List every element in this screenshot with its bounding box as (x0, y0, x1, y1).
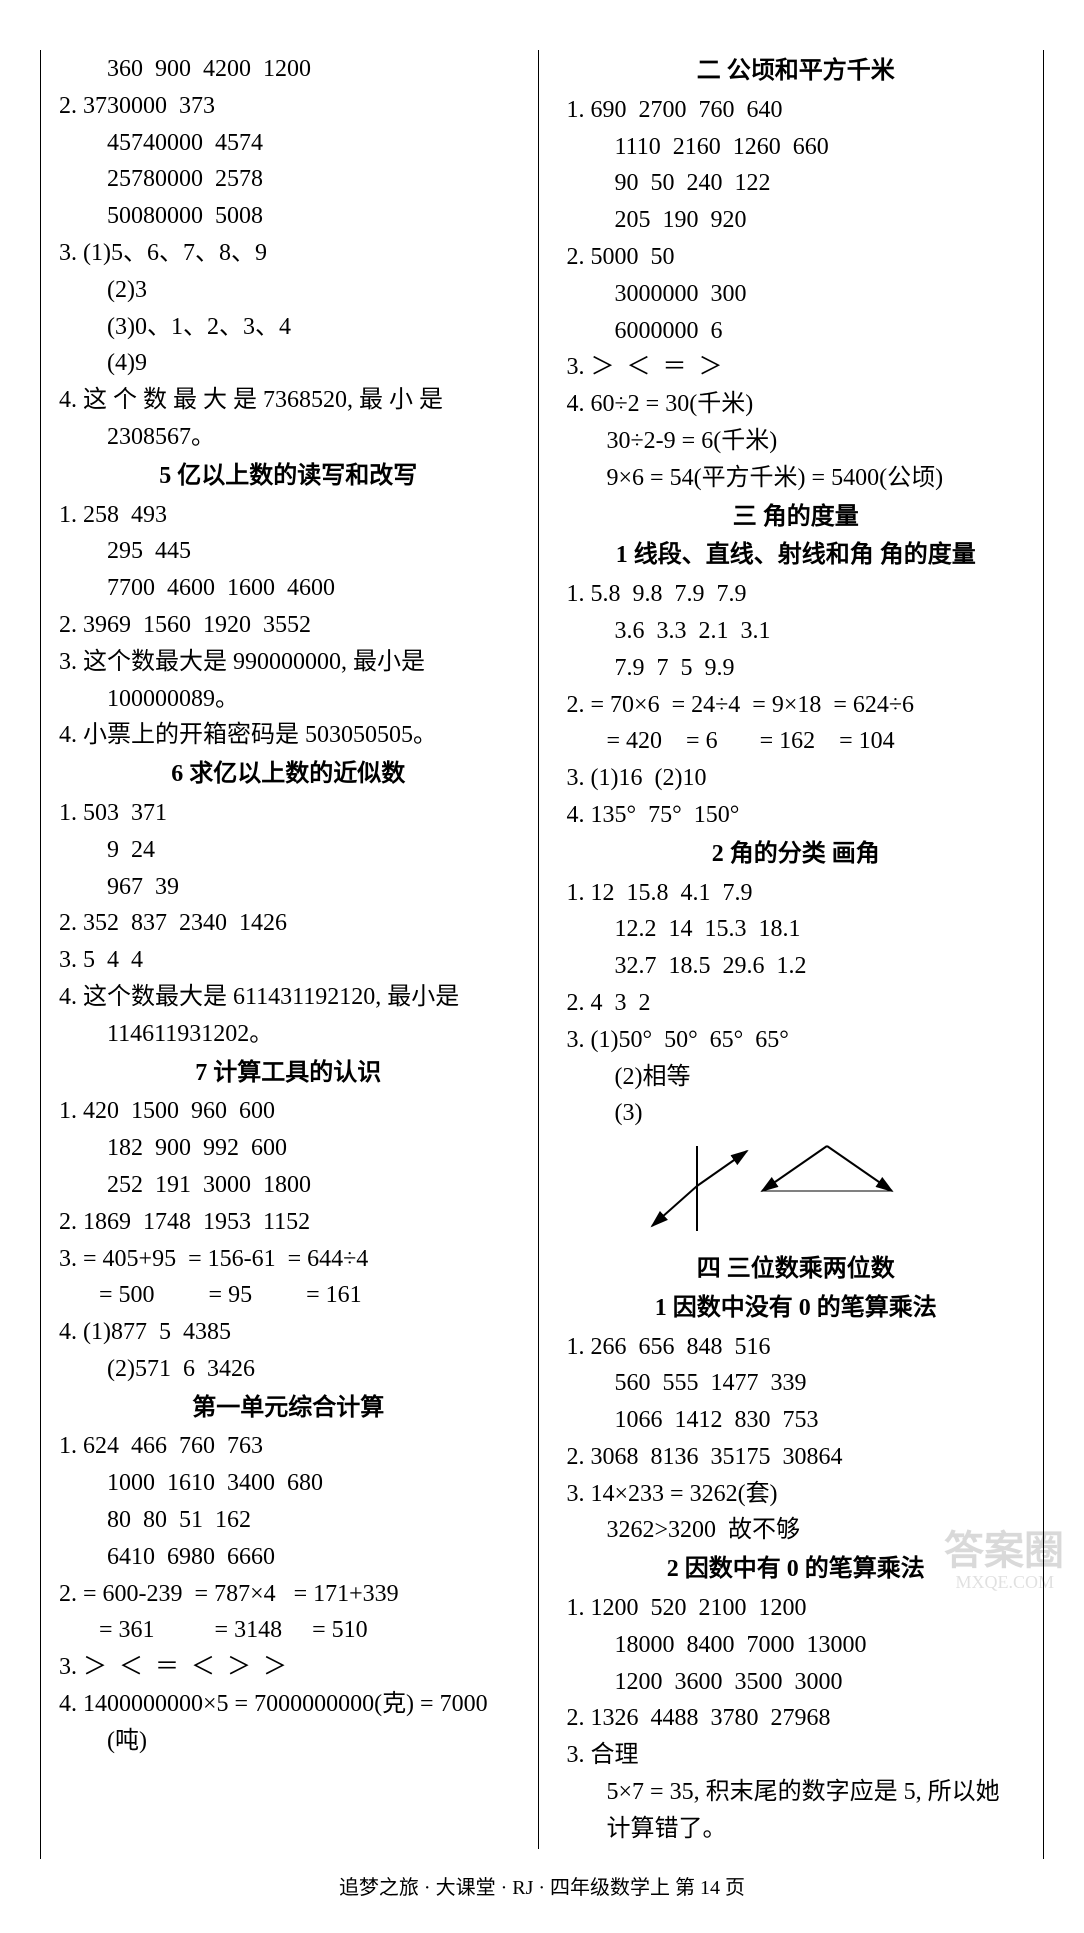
answer-line: 1000 1610 3400 680 (59, 1466, 518, 1501)
answer-line: (2)571 6 3426 (59, 1352, 518, 1387)
answer-line: 9×6 = 54(平方千米) = 5400(公顷) (567, 461, 1026, 496)
page-container: 360 900 4200 1200 2. 3730000 373 4574000… (40, 50, 1044, 1859)
answer-line: = 420 = 6 = 162 = 104 (567, 724, 1026, 759)
answer-line: 1. 420 1500 960 600 (59, 1094, 518, 1129)
section-heading-unit4-sub2: 2 因数中有 0 的笔算乘法 (567, 1552, 1026, 1587)
answer-line: 2. 352 837 2340 1426 (59, 906, 518, 941)
answer-line: 1066 1412 830 753 (567, 1403, 1026, 1438)
answer-line: 114611931202。 (59, 1017, 518, 1052)
section-heading-6: 6 求亿以上数的近似数 (59, 757, 518, 792)
answer-line: 5×7 = 35, 积末尾的数字应是 5, 所以她 (567, 1775, 1026, 1810)
answer-line: (3)0、1、2、3、4 (59, 310, 518, 345)
answer-line: (3) (567, 1096, 1026, 1131)
answer-line: (吨) (59, 1724, 518, 1759)
answer-line: 1. 503 371 (59, 796, 518, 831)
answer-line: 80 80 51 162 (59, 1503, 518, 1538)
section-heading-unit3-sub2: 2 角的分类 画角 (567, 837, 1026, 872)
answer-line: 1. 5.8 9.8 7.9 7.9 (567, 577, 1026, 612)
answer-line: 967 39 (59, 870, 518, 905)
answer-line: 2. 5000 50 (567, 240, 1026, 275)
answer-line: 3. 合理 (567, 1738, 1026, 1773)
answer-line: 2. 1869 1748 1953 1152 (59, 1205, 518, 1240)
section-heading-5: 5 亿以上数的读写和改写 (59, 459, 518, 494)
answer-line: 1200 3600 3500 3000 (567, 1665, 1026, 1700)
answer-line: 6000000 6 (567, 314, 1026, 349)
answer-line: 计算错了。 (567, 1812, 1026, 1847)
section-heading-unit4: 四 三位数乘两位数 (567, 1252, 1026, 1287)
answer-line: 4. 60÷2 = 30(千米) (567, 387, 1026, 422)
left-column: 360 900 4200 1200 2. 3730000 373 4574000… (51, 50, 539, 1849)
answer-line: 3. ＞ ＜ ＝ ＞ (567, 350, 1026, 385)
answer-line: 2. 3969 1560 1920 3552 (59, 608, 518, 643)
answer-line: 18000 8400 7000 13000 (567, 1628, 1026, 1663)
answer-line: 25780000 2578 (59, 162, 518, 197)
answer-line: 7700 4600 1600 4600 (59, 571, 518, 606)
answer-line: 182 900 992 600 (59, 1131, 518, 1166)
answer-line: 3. 这个数最大是 990000000, 最小是 (59, 645, 518, 680)
answer-line: 4. 1400000000×5 = 7000000000(克) = 7000 (59, 1687, 518, 1722)
answer-line: (2)相等 (567, 1060, 1026, 1095)
answer-line: 3. 14×233 = 3262(套) (567, 1477, 1026, 1512)
section-heading-7: 7 计算工具的认识 (59, 1056, 518, 1091)
page-footer: 追梦之旅 · 大课堂 · RJ · 四年级数学上 第 14 页 (40, 1859, 1044, 1903)
section-heading-unit1: 第一单元综合计算 (59, 1391, 518, 1426)
answer-line: 1. 258 493 (59, 498, 518, 533)
answer-line: 3. = 405+95 = 156-61 = 644÷4 (59, 1242, 518, 1277)
answer-line: 3262>3200 故不够 (567, 1513, 1026, 1548)
answer-line: 1. 1200 520 2100 1200 (567, 1591, 1026, 1626)
answer-line: (2)3 (59, 273, 518, 308)
answer-line: 560 555 1477 339 (567, 1366, 1026, 1401)
section-heading-unit4-sub1: 1 因数中没有 0 的笔算乘法 (567, 1291, 1026, 1326)
answer-line: 9 24 (59, 833, 518, 868)
answer-line: 4. 这 个 数 最 大 是 7368520, 最 小 是 (59, 383, 518, 418)
answer-line: 3. (1)16 (2)10 (567, 761, 1026, 796)
section-heading-unit2: 二 公顷和平方千米 (567, 54, 1026, 89)
answer-line: 90 50 240 122 (567, 166, 1026, 201)
answer-line: = 361 = 3148 = 510 (59, 1613, 518, 1648)
right-column: 二 公顷和平方千米 1. 690 2700 760 640 1110 2160 … (559, 50, 1034, 1849)
answer-line: 32.7 18.5 29.6 1.2 (567, 949, 1026, 984)
answer-line: 360 900 4200 1200 (59, 52, 518, 87)
answer-line: 4. 小票上的开箱密码是 503050505。 (59, 718, 518, 753)
answer-line: 2. = 70×6 = 24÷4 = 9×18 = 624÷6 (567, 688, 1026, 723)
answer-line: 2. 3730000 373 (59, 89, 518, 124)
answer-line: 6410 6980 6660 (59, 1540, 518, 1575)
answer-line: 2308567。 (59, 420, 518, 455)
answer-line: 7.9 7 5 9.9 (567, 651, 1026, 686)
answer-line: 12.2 14 15.3 18.1 (567, 912, 1026, 947)
answer-line: 3. ＞ ＜ ＝ ＜ ＞ ＞ (59, 1650, 518, 1685)
answer-line: 2. = 600-239 = 787×4 = 171+339 (59, 1577, 518, 1612)
answer-line: 1110 2160 1260 660 (567, 130, 1026, 165)
answer-line: 3. (1)50° 50° 65° 65° (567, 1023, 1026, 1058)
answer-line: 4. (1)877 5 4385 (59, 1315, 518, 1350)
answer-line: 50080000 5008 (59, 199, 518, 234)
answer-line: 1. 12 15.8 4.1 7.9 (567, 876, 1026, 911)
answer-line: 252 191 3000 1800 (59, 1168, 518, 1203)
answer-line: 2. 1326 4488 3780 27968 (567, 1701, 1026, 1736)
answer-line: 45740000 4574 (59, 126, 518, 161)
answer-line: 1. 624 466 760 763 (59, 1429, 518, 1464)
section-heading-unit3: 三 角的度量 (567, 500, 1026, 535)
answer-line: 1. 690 2700 760 640 (567, 93, 1026, 128)
answer-line: 30÷2-9 = 6(千米) (567, 424, 1026, 459)
answer-line: 295 445 (59, 534, 518, 569)
angle-diagram (567, 1136, 1026, 1247)
answer-line: 3. (1)5、6、7、8、9 (59, 236, 518, 271)
answer-line: 100000089。 (59, 682, 518, 717)
answer-line: 205 190 920 (567, 203, 1026, 238)
section-heading-unit3-sub1: 1 线段、直线、射线和角 角的度量 (567, 538, 1026, 573)
answer-line: 4. 这个数最大是 611431192120, 最小是 (59, 980, 518, 1015)
answer-line: 1. 266 656 848 516 (567, 1330, 1026, 1365)
answer-line: 3. 5 4 4 (59, 943, 518, 978)
answer-line: 2. 3068 8136 35175 30864 (567, 1440, 1026, 1475)
answer-line: 3000000 300 (567, 277, 1026, 312)
answer-line: 2. 4 3 2 (567, 986, 1026, 1021)
answer-line: 3.6 3.3 2.1 3.1 (567, 614, 1026, 649)
answer-line: (4)9 (59, 346, 518, 381)
answer-line: 4. 135° 75° 150° (567, 798, 1026, 833)
answer-line: = 500 = 95 = 161 (59, 1278, 518, 1313)
